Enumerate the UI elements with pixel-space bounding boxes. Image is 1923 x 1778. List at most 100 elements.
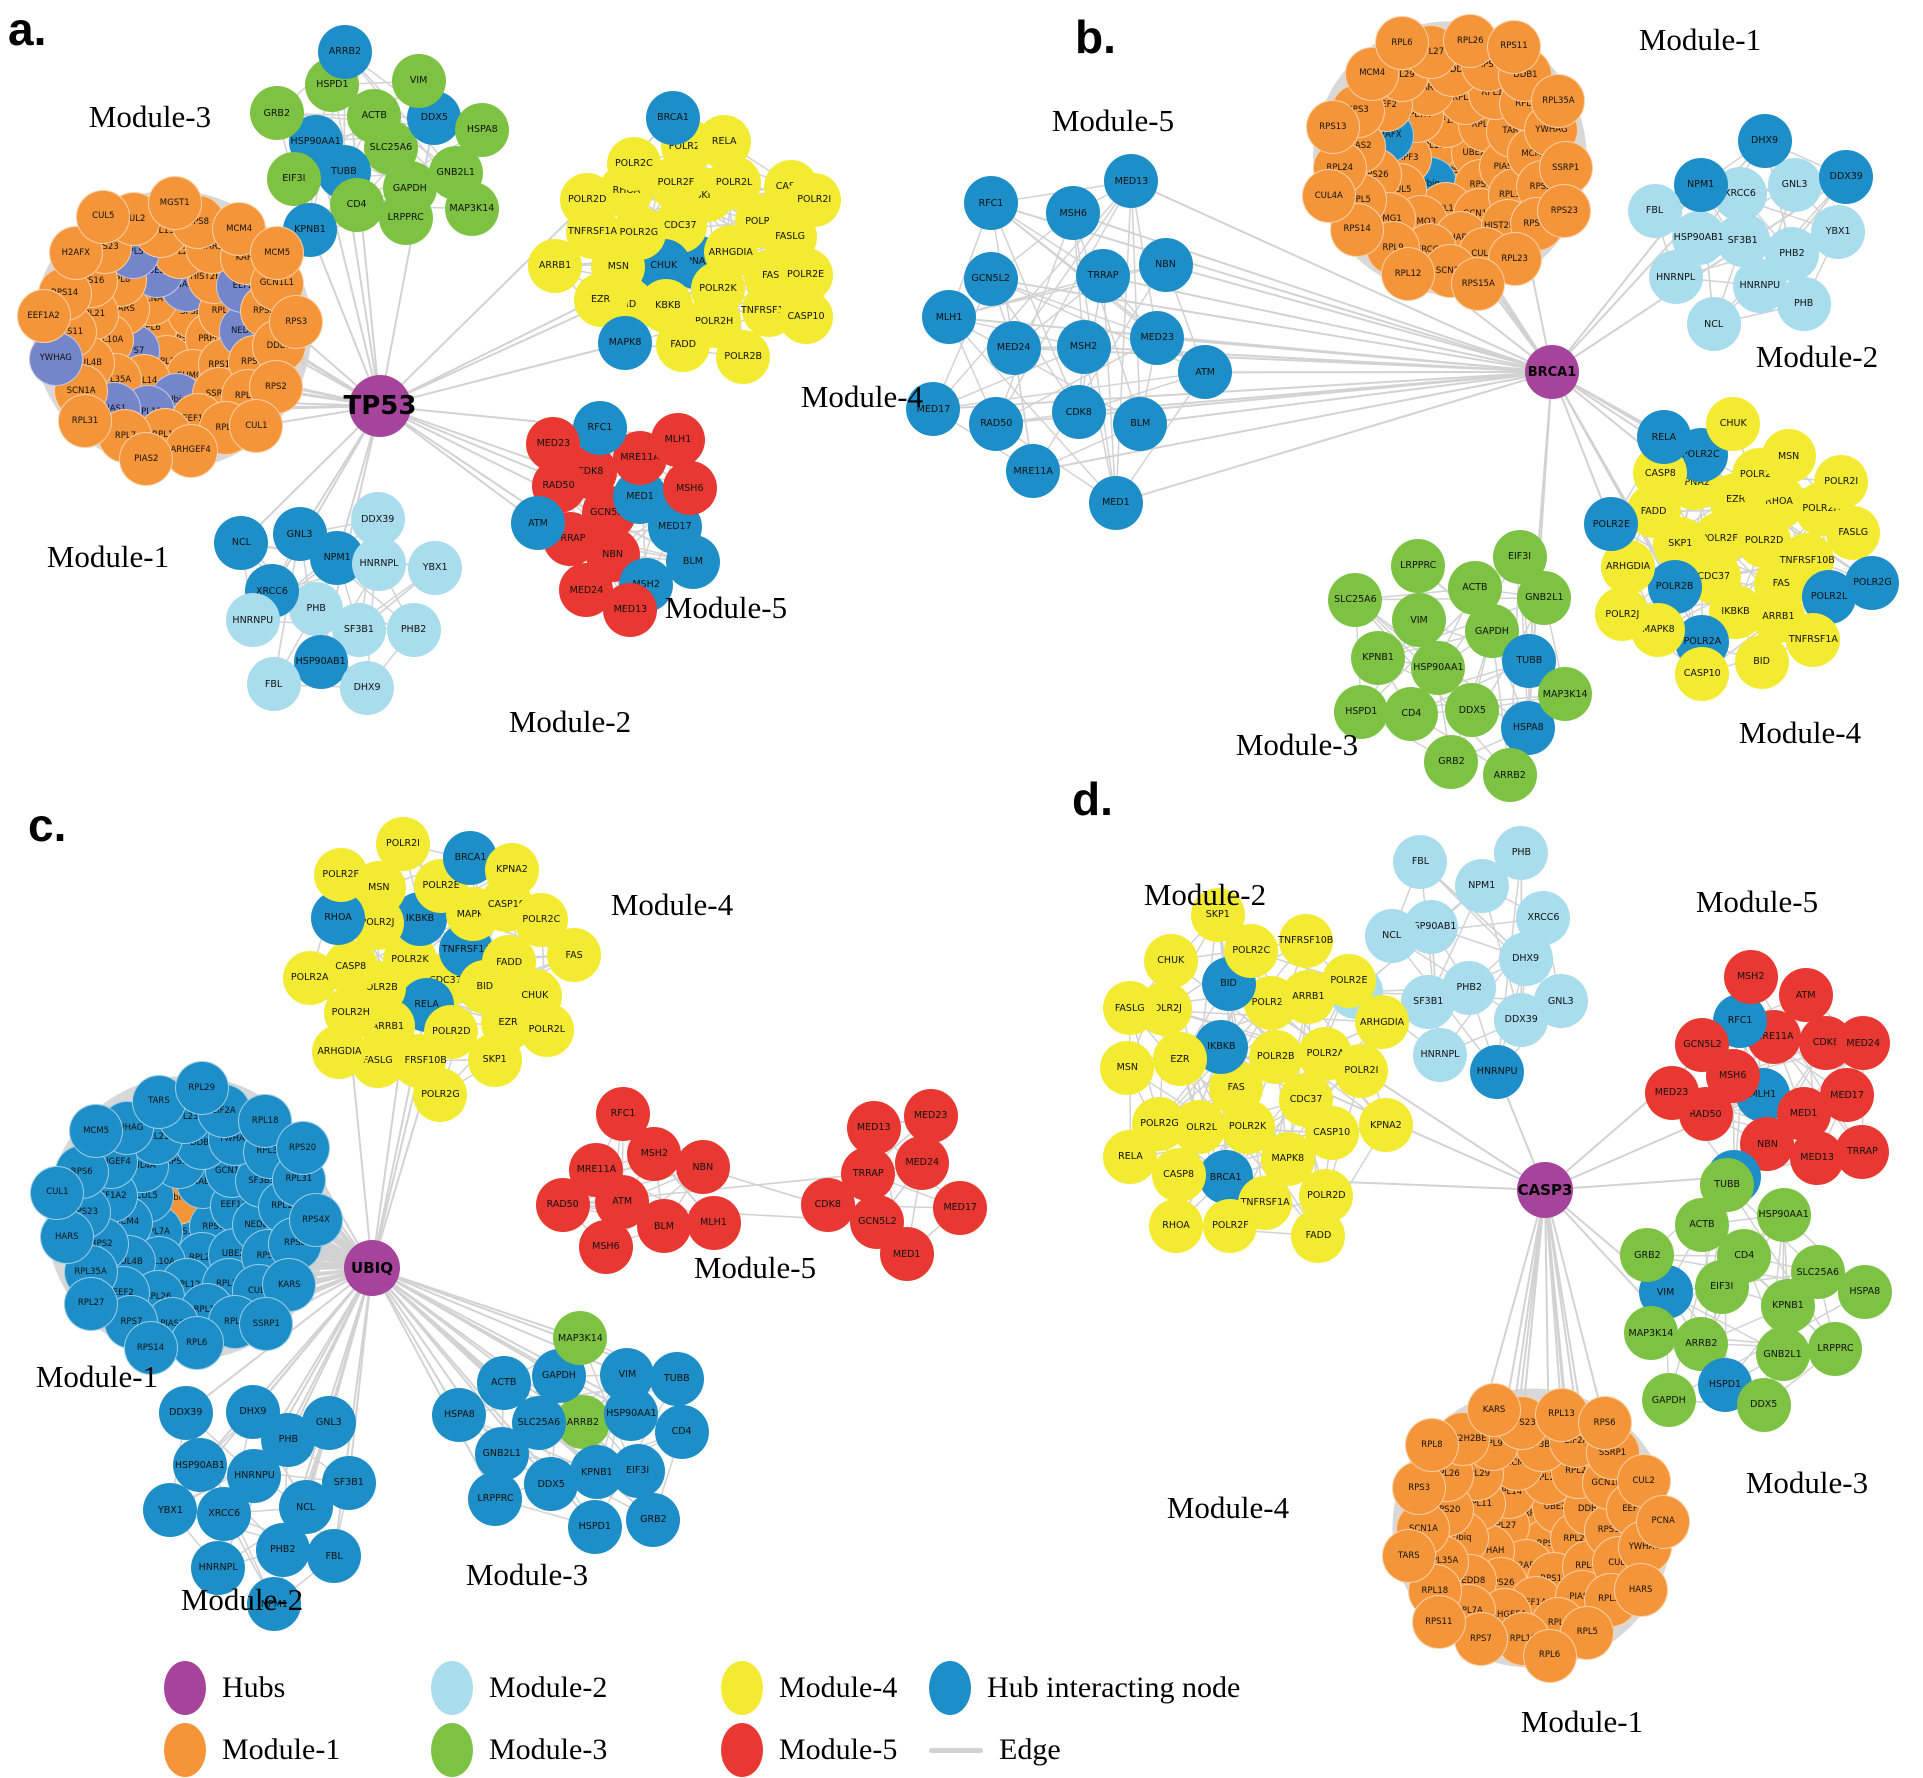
node-TUBB: TUBB [1700,1158,1754,1212]
module-label-a-module-4: Module-4 [801,379,923,415]
node-LRPPRC: LRPPRC [1808,1322,1862,1376]
node-DHX9: DHX9 [226,1385,280,1439]
node-POLR2I: POLR2I [376,817,430,871]
node-MAPK8: MAPK8 [598,316,652,370]
node-POLR2A: POLR2A [283,951,337,1005]
node-GNB2L1: GNB2L1 [1756,1327,1810,1381]
node-TNFRSF1A: TNFRSF1A [1786,613,1840,667]
hub-node-brca1: BRCA1 [1525,345,1579,399]
module-label-d-module-2: Module-2 [1144,877,1266,913]
node-POLR2C: POLR2C [607,137,661,191]
node-POLR2B: POLR2B [716,330,770,384]
node-FASLG: FASLG [1103,981,1157,1035]
node-RPS15A: RPS15A [1451,257,1505,311]
node-MED13: MED13 [847,1101,901,1155]
node-NCL: NCL [1365,909,1419,963]
node-ARRB2: ARRB2 [318,25,372,79]
node-MAP3K14: MAP3K14 [445,182,499,236]
node-RPL27: RPL27 [64,1277,118,1331]
node-KPNB1: KPNB1 [1351,631,1405,685]
node-GCN5L2: GCN5L2 [1675,1018,1729,1072]
node-ARHGDIA: ARHGDIA [312,1025,366,1079]
node-NBN: NBN [1139,238,1193,292]
node-MSH2: MSH2 [1724,950,1778,1004]
node-MAP3K14: MAP3K14 [1624,1306,1678,1360]
node-DDX5: DDX5 [1445,683,1499,737]
panel-letter-a: a. [8,2,46,56]
node-TRRAP: TRRAP [1076,249,1130,303]
node-DHX9: DHX9 [340,661,394,715]
node-MSH6: MSH6 [1046,186,1100,240]
node-RPS11: RPS11 [1487,20,1541,74]
node-ARRB1: ARRB1 [528,239,582,293]
node-MSN: MSN [1100,1041,1154,1095]
module-label-d-module-5: Module-5 [1696,884,1818,920]
module-label-c-module-3: Module-3 [466,1557,588,1593]
node-CASP10: CASP10 [779,290,833,344]
node-RPS23: RPS23 [1537,184,1591,238]
node-EEF1A2: EEF1A2 [17,289,71,343]
module-label-b-module-3: Module-3 [1236,727,1358,763]
node-XRCC6: XRCC6 [1516,891,1570,945]
node-KPNA2: KPNA2 [1359,1098,1413,1152]
node-SSRP1: SSRP1 [239,1297,293,1351]
node-TNFRSF10B: TNFRSF10B [1279,914,1333,968]
node-MSN: MSN [1762,429,1816,483]
node-FBL: FBL [307,1529,361,1583]
node-MED23: MED23 [526,417,580,471]
node-MAP3K14: MAP3K14 [1538,667,1592,721]
node-TRRAP: TRRAP [1835,1125,1889,1179]
node-PIAS2: PIAS2 [119,432,173,486]
panel-letter-d: d. [1072,772,1113,826]
node-CASP10: CASP10 [1675,647,1729,701]
node-MED24: MED24 [987,321,1041,375]
node-SF3B1: SF3B1 [1401,975,1455,1029]
node-CUL1: CUL1 [30,1166,84,1220]
node-RPL29: RPL29 [175,1061,229,1115]
node-FADD: FADD [1291,1209,1345,1263]
module-label-c-module-5: Module-5 [694,1250,816,1286]
node-POLR2G: POLR2G [1845,556,1899,610]
node-MED13: MED13 [603,583,657,637]
module-label-b-module-5: Module-5 [1052,103,1174,139]
node-KPNA2: KPNA2 [485,843,539,897]
node-NCL: NCL [1687,297,1741,351]
node-RPL6: RPL6 [170,1316,224,1370]
node-HSP90AB1: HSP90AB1 [173,1438,227,1492]
module-label-c-module-2: Module-2 [181,1582,303,1618]
node-ACTB: ACTB [1448,561,1502,615]
node-HARS: HARS [40,1210,94,1264]
node-MED24: MED24 [895,1136,949,1190]
node-FBL: FBL [247,657,301,711]
node-SLC25A6: SLC25A6 [1791,1245,1845,1299]
node-VIM: VIM [392,54,446,108]
node-RFC1: RFC1 [573,401,627,455]
node-SKP1: SKP1 [468,1033,522,1087]
node-RPL12: RPL12 [1381,247,1435,301]
node-BLM: BLM [666,535,720,589]
node-GNL3: GNL3 [1768,158,1822,212]
node-SF3B1: SF3B1 [322,1456,376,1510]
node-MED23: MED23 [1130,311,1184,365]
node-HSPA8: HSPA8 [455,103,509,157]
node-MED17: MED17 [933,1181,987,1235]
node-POLR2F: POLR2F [1203,1199,1257,1253]
node-DDX39: DDX39 [159,1386,213,1440]
node-LRPPRC: LRPPRC [468,1472,522,1526]
node-YBX1: YBX1 [1811,205,1865,259]
node-LRPPRC: LRPPRC [1391,539,1445,593]
node-MED1: MED1 [1089,476,1143,530]
node-DHX9: DHX9 [1738,114,1792,168]
node-RPL8: RPL8 [1405,1418,1459,1472]
node-EIF3I: EIF3I [611,1444,665,1498]
hub-node-tp53: TP53 [349,375,411,437]
node-CDK8: CDK8 [801,1178,855,1232]
node-YBX1: YBX1 [408,541,462,595]
node-MCM5: MCM5 [250,226,304,280]
node-RHOA: RHOA [1149,1199,1203,1253]
node-FBL: FBL [1393,835,1447,889]
node-MED23: MED23 [1645,1066,1699,1120]
node-CD4: CD4 [1384,687,1438,741]
node-FBL: FBL [1628,184,1682,238]
